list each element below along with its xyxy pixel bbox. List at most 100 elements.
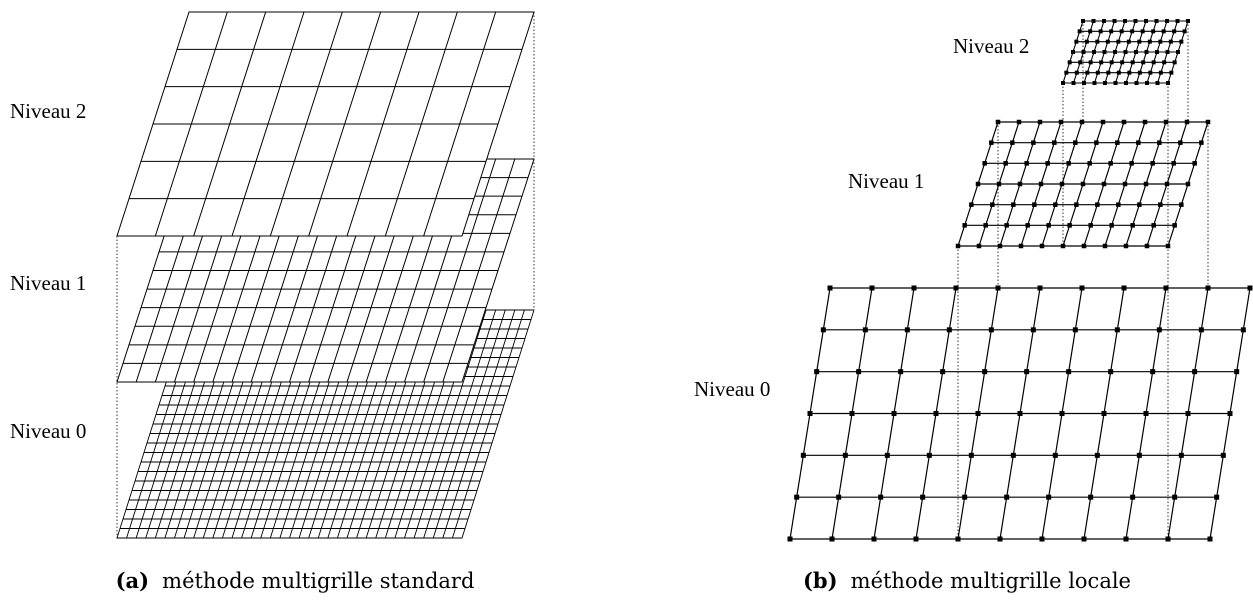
panel-b-level-1-grid-node — [1081, 243, 1087, 249]
panel-b-level-0-grid-node — [856, 369, 862, 375]
panel-b-level-1-grid-node — [1151, 223, 1156, 228]
panel-b-level-1-grid-node — [955, 243, 961, 249]
panel-a-caption-text: méthode multigrille standard — [162, 569, 474, 593]
panel-b-level-2-grid-node — [1130, 29, 1135, 34]
panel-b-level-1-grid-node — [990, 202, 995, 207]
panel-b-level-1-grid-node — [962, 223, 967, 228]
panel-b-level-1-grid-node — [983, 223, 988, 228]
panel-b-level-1-grid-node — [1109, 223, 1114, 228]
panel-a-standard-multigrid — [116, 11, 535, 539]
panel-b-level-2-grid-node — [1084, 39, 1089, 44]
panel-b-level-2-grid-node — [1179, 39, 1184, 44]
panel-b-level-2-grid-node — [1105, 39, 1110, 44]
panel-b-label-level-0: Niveau 0 — [694, 377, 770, 401]
panel-b-level-0-grid-node — [1178, 452, 1184, 458]
panel-a-label-level-1: Niveau 1 — [10, 271, 86, 295]
panel-b-level-2-grid-node — [1186, 19, 1190, 23]
panel-b-level-1-grid-node — [1016, 119, 1022, 125]
panel-b-level-0-grid-node — [1240, 327, 1246, 333]
panel-b-level-0-grid-node — [814, 369, 820, 375]
panel-b-level-2-grid-node — [1182, 29, 1187, 34]
panel-b-level-1-grid-node — [1192, 161, 1197, 166]
panel-b-caption-tag: (b) — [803, 568, 838, 593]
panel-b-level-2-grid-node — [1088, 29, 1093, 34]
panel-b-level-2-grid-node — [1134, 81, 1139, 85]
panel-b-level-0-grid-node — [1130, 494, 1136, 500]
panel-b-level-0-grid-node — [1114, 327, 1120, 333]
panel-b-level-2-grid-node — [1085, 70, 1090, 75]
panel-b-level-1-grid-node — [969, 202, 974, 207]
panel-b-level-2-grid-node — [1098, 29, 1103, 34]
panel-b-level-2-grid-node — [1074, 70, 1079, 75]
panel-b-level-0-grid-node — [878, 494, 884, 500]
panel-b-level-1-grid-node — [1038, 181, 1044, 187]
panel-b-level-2-grid-node — [1172, 60, 1177, 65]
panel-b-level-0-grid-node — [962, 494, 968, 500]
panel-b-level-1-grid — [955, 119, 1211, 249]
panel-b-level-1-grid-node — [1102, 243, 1108, 249]
panel-b-level-2-grid-node — [1112, 19, 1117, 23]
panel-b-level-1-grid-node — [1032, 202, 1037, 207]
panel-b-level-2-grid-node — [1144, 19, 1148, 23]
panel-b-level-2-grid-node — [1074, 39, 1079, 44]
panel-b-level-2-grid-node — [1082, 81, 1086, 85]
panel-b-level-2-grid-node — [1155, 81, 1160, 85]
panel-b-level-1-grid-node — [1053, 202, 1058, 207]
panel-b-level-1-grid-node — [1205, 119, 1211, 125]
panel-b-level-2-grid-node — [1169, 70, 1174, 75]
panel-b-label-level-1: Niveau 1 — [848, 169, 924, 193]
panel-b-level-2-grid-node — [1109, 60, 1114, 65]
panel-b-level-1-grid-node — [1039, 243, 1045, 249]
panel-b-level-0-grid-node — [997, 536, 1003, 542]
panel-b-level-0-grid-node — [1046, 494, 1052, 500]
panel-b-level-1-grid-node — [1199, 140, 1204, 145]
panel-b-level-1-grid-node — [1179, 202, 1184, 207]
panel-b-level-2-grid-node — [1144, 50, 1149, 54]
panel-b-level-1-grid-node — [1045, 161, 1050, 166]
panel-b-level-2-grid-node — [1123, 50, 1128, 54]
panel-b-level-1-grid-node — [1157, 140, 1162, 145]
panel-b-level-0-grid-node — [1017, 411, 1023, 416]
panel-b-level-0-grid-node — [1247, 285, 1253, 291]
panel-b-level-0-grid-node — [829, 536, 835, 542]
panel-b-level-0-grid-node — [820, 327, 826, 333]
panel-b-level-0-grid-node — [862, 327, 868, 333]
panel-b-level-2-grid-node — [1130, 60, 1135, 65]
panel-b-level-0-grid-node — [849, 411, 855, 416]
panel-b-level-0-grid-node — [787, 536, 793, 542]
panel-b-level-2-grid-node — [1165, 50, 1170, 54]
panel-b-level-1-grid-node — [1122, 181, 1128, 187]
panel-b-level-2-grid-node — [1168, 39, 1173, 44]
panel-b-level-1-grid-node — [1025, 223, 1030, 228]
panel-b-level-2-grid-node — [1116, 39, 1121, 44]
panel-b-level-0-grid-node — [827, 285, 833, 291]
panel-b-level-2-grid-node — [1154, 19, 1159, 23]
panel-b-level-2-grid-node — [1124, 81, 1128, 85]
panel-b-level-1-grid-node — [1074, 202, 1079, 207]
panel-b-level-0-grid-node — [1037, 285, 1043, 291]
panel-b-level-2-grid-node — [1133, 19, 1138, 23]
panel-b-level-0-grid-node — [982, 369, 988, 375]
panel-b-level-1-grid-node — [989, 140, 994, 145]
panel-b-caption: (b) méthode multigrille locale — [803, 568, 1131, 593]
panel-b-level-0-grid-node — [1185, 411, 1191, 416]
panel-b-level-0-grid-node — [898, 369, 904, 375]
panel-b-level-1-grid-node — [1024, 161, 1029, 166]
panel-b-level-0-grid-node — [836, 494, 842, 500]
panel-b-level-1-grid-node — [1164, 181, 1170, 187]
panel-b-level-0-grid-node — [933, 411, 939, 416]
panel-b-level-2-grid-node — [1140, 29, 1145, 34]
panel-b-level-2-grid-node — [1134, 50, 1138, 54]
panel-b-level-1-grid-node — [1184, 119, 1190, 125]
panel-b-level-0-grid-node — [911, 285, 917, 291]
panel-b-level-2-grid-node — [1099, 60, 1104, 65]
panel-b-level-2-grid-node — [1137, 70, 1142, 75]
panel-b-level-1-grid-node — [1017, 181, 1023, 187]
panel-b-level-2-grid-node — [1116, 70, 1121, 75]
panel-b-level-1-grid-node — [1046, 223, 1051, 228]
panel-b-level-1-grid-node — [1010, 140, 1015, 145]
panel-b-level-0-grid-node — [1004, 494, 1010, 500]
panel-b-level-0-grid-node — [794, 494, 800, 500]
panel-b-level-1-grid-node — [1150, 161, 1155, 166]
panel-b-level-0-grid-node — [1227, 411, 1233, 416]
